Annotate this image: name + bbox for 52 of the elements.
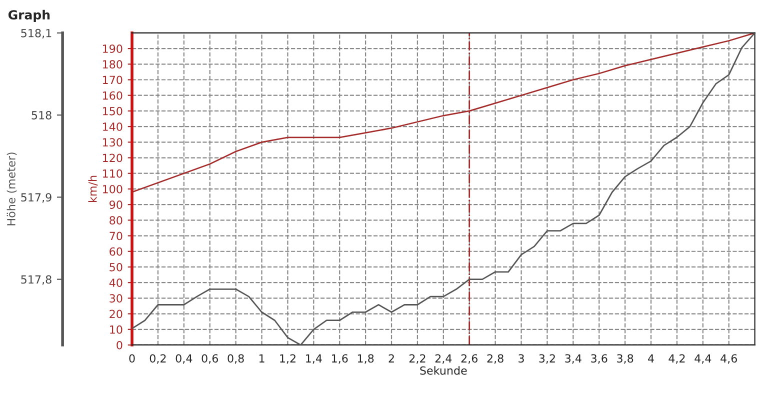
x-tick-label: 1,4 — [306, 354, 322, 364]
text: Graph — [8, 10, 50, 22]
x-tick-label: 0,4 — [176, 354, 192, 364]
y2-tick-label: 518,1 — [21, 28, 52, 38]
x-tick-label: 2 — [388, 354, 394, 362]
y2-tick-label: 517,9 — [21, 193, 52, 203]
x-tick-label: 4,4 — [694, 354, 712, 364]
y-tick-label: 190 — [103, 44, 122, 53]
y-tick-label: 180 — [103, 60, 122, 69]
y-tick-label: 80 — [110, 216, 122, 225]
y-tick-label: 70 — [110, 232, 122, 240]
y-tick-label: 40 — [109, 278, 122, 287]
x-tick-label: 0 — [129, 354, 135, 363]
y-tick-label: 60 — [110, 247, 122, 256]
x-tick-label: 1,6 — [332, 354, 348, 364]
y-tick-label: 160 — [103, 91, 122, 100]
y-tick-label: 120 — [103, 154, 122, 162]
x-tick-label: 0,2 — [150, 354, 166, 364]
x-tick-label: 0,8 — [228, 354, 244, 364]
y2-tick-label: 517,8 — [21, 275, 52, 285]
x-tick-label: 2,6 — [461, 354, 478, 364]
x-tick-label: 1,8 — [358, 354, 374, 364]
y-tick-label: 20 — [110, 310, 122, 318]
x-tick-label: 3,8 — [617, 354, 634, 364]
y-tick-label: 0 — [116, 340, 122, 350]
y-tick-label: 90 — [110, 200, 122, 209]
x-tick-label: 1,2 — [280, 354, 296, 364]
x-tick-label: 2,4 — [435, 354, 452, 364]
x-tick-label: 4,6 — [720, 354, 737, 364]
x-tick-label: 3 — [518, 354, 524, 363]
y-tick-label: 30 — [110, 294, 122, 303]
y2-tick-label: 518 — [32, 111, 52, 120]
x-tick-label: 4 — [648, 354, 654, 362]
x-tick-label: 2,8 — [487, 354, 504, 364]
y-tick-label: 130 — [103, 138, 122, 147]
y-tick-label: 140 — [103, 122, 122, 131]
x-tick-label: 2,2 — [409, 354, 426, 364]
y-tick-label: 110 — [103, 169, 122, 178]
y-tick-label: 10 — [110, 325, 122, 334]
x-tick-label: 0,6 — [202, 354, 218, 364]
y-tick-label: 50 — [110, 262, 122, 272]
y-tick-label: 170 — [103, 76, 122, 84]
x-axis-title: Sekunde — [420, 366, 467, 375]
y-axis-title: km/h — [88, 176, 98, 202]
x-tick-label: 3,2 — [539, 354, 555, 364]
x-tick-label: 1 — [259, 354, 264, 362]
y-tick-label: 100 — [103, 184, 122, 194]
x-tick-label: 4,2 — [668, 354, 685, 364]
y-tick-label: 150 — [103, 106, 122, 116]
y2-axis-title: Höhe (meter) — [6, 152, 17, 226]
x-tick-label: 3,6 — [591, 354, 608, 364]
x-tick-label: 3,4 — [565, 354, 582, 364]
